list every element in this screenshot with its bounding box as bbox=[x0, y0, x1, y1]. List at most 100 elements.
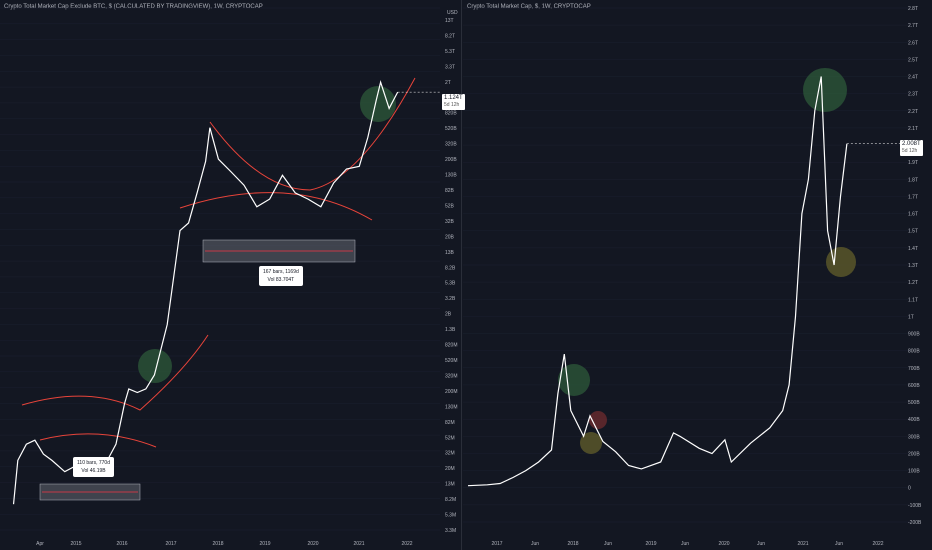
right-y-tick-label: 200B bbox=[908, 451, 920, 457]
left-y-tick-label: 820M bbox=[445, 343, 458, 349]
left-red-arc-1 bbox=[21, 334, 209, 411]
left-y-tick-label: 8.2M bbox=[445, 497, 456, 503]
right-y-tick-label: 2.4T bbox=[908, 75, 918, 81]
right-series-line bbox=[467, 76, 848, 487]
right-x-tick-label: 2018 bbox=[567, 541, 578, 547]
right-highlight-circle-4 bbox=[803, 68, 847, 112]
right-y-tick-label: 1T bbox=[908, 314, 914, 320]
left-y-tick-label: 520B bbox=[445, 126, 457, 132]
right-y-tick-label: 1.2T bbox=[908, 280, 918, 286]
left-y-tick-label: 32B bbox=[445, 219, 455, 225]
right-chart-svg[interactable]: 2.8T2.7T2.6T2.5T2.4T2.3T2.2T2.1T2T1.9T1.… bbox=[463, 0, 932, 550]
right-y-tick-label: 700B bbox=[908, 366, 920, 372]
right-y-tick-label: 800B bbox=[908, 349, 920, 355]
left-x-tick-label: Apr bbox=[36, 541, 44, 547]
left-y-tick-label: 8.2T bbox=[445, 33, 455, 39]
right-y-tick-label: 0 bbox=[908, 486, 911, 492]
left-y-tick-label: 32M bbox=[445, 451, 455, 457]
left-x-tick-label: 2017 bbox=[165, 541, 176, 547]
left-y-tick-label: 820B bbox=[445, 111, 457, 117]
right-y-tick-label: 2.5T bbox=[908, 57, 918, 63]
right-y-tick-label: 100B bbox=[908, 469, 920, 475]
left-y-tick-label: 20B bbox=[445, 234, 455, 240]
right-y-tick-label: 600B bbox=[908, 383, 920, 389]
left-red-arc-2 bbox=[39, 433, 157, 448]
right-y-tick-label: 1.5T bbox=[908, 229, 918, 235]
left-price-countdown: 5d 12h bbox=[444, 102, 460, 108]
left-red-arc-3 bbox=[209, 77, 416, 191]
right-y-tick-label: 2.8T bbox=[908, 6, 918, 12]
left-measure-vol-2: Vol 83.704T bbox=[267, 277, 295, 283]
left-x-tick-label: 2022 bbox=[401, 541, 412, 547]
left-highlight-circle-1 bbox=[138, 349, 172, 383]
right-x-tick-label: Jun bbox=[835, 541, 843, 547]
left-y-tick-label: 5.3T bbox=[445, 49, 455, 55]
left-y-tick-label: 82B bbox=[445, 188, 455, 194]
left-y-tick-label: 3.2B bbox=[445, 296, 456, 302]
left-y-tick-label: 200M bbox=[445, 389, 458, 395]
left-chart-svg[interactable]: USD13T8.2T5.3T3.3T2T1.3T820B520B320B200B… bbox=[0, 0, 462, 550]
left-red-arc-4 bbox=[179, 192, 373, 221]
right-y-tick-label: 2.7T bbox=[908, 23, 918, 29]
left-x-tick-label: 2015 bbox=[70, 541, 81, 547]
left-y-tick-label: 13M bbox=[445, 482, 455, 488]
right-price-tag: 2.008T 5d 12h bbox=[900, 140, 923, 156]
right-y-tick-label: 1.8T bbox=[908, 177, 918, 183]
left-y-tick-label: 5.3M bbox=[445, 513, 456, 519]
right-y-tick-label: 2.1T bbox=[908, 126, 918, 132]
left-y-tick-label: 8.2B bbox=[445, 265, 456, 271]
right-y-tick-label: -200B bbox=[908, 520, 922, 526]
right-x-tick-label: 2019 bbox=[645, 541, 656, 547]
right-y-tick-label: 900B bbox=[908, 332, 920, 338]
left-y-tick-label: 13B bbox=[445, 250, 455, 256]
left-y-tick-label: 13T bbox=[445, 18, 454, 24]
left-chart-panel[interactable]: Crypto Total Market Cap Exclude BTC, $ (… bbox=[0, 0, 465, 550]
right-x-tick-label: 2021 bbox=[797, 541, 808, 547]
left-y-tick-label: 1.3B bbox=[445, 327, 456, 333]
left-measure-bars-2: 167 bars, 1169d bbox=[263, 269, 299, 275]
left-y-tick-label: 5.3B bbox=[445, 281, 456, 287]
right-y-tick-label: 2.6T bbox=[908, 40, 918, 46]
left-y-tick-label: 200B bbox=[445, 157, 457, 163]
right-x-tick-label: Jun bbox=[681, 541, 689, 547]
left-y-tick-label: 52M bbox=[445, 435, 455, 441]
right-y-tick-label: 1.3T bbox=[908, 263, 918, 269]
right-chart-title: Crypto Total Market Cap, $, 1W, CRYPTOCA… bbox=[467, 4, 591, 10]
right-price-countdown: 5d 12h bbox=[902, 148, 918, 154]
right-y-tick-label: 1.6T bbox=[908, 212, 918, 218]
left-y-tick-label: 130B bbox=[445, 173, 457, 179]
right-x-tick-label: 2020 bbox=[718, 541, 729, 547]
left-y-tick-label: 2T bbox=[445, 80, 451, 86]
left-series-line bbox=[12, 80, 399, 505]
left-y-tick-label: 82M bbox=[445, 420, 455, 426]
left-measure-bars-1: 110 bars, 770d bbox=[77, 460, 110, 466]
right-x-tick-label: 2017 bbox=[491, 541, 502, 547]
left-axis-unit: USD bbox=[447, 10, 458, 16]
left-x-tick-label: 2021 bbox=[353, 541, 364, 547]
left-highlight-circle-2 bbox=[360, 86, 396, 122]
left-measure-label-2: 167 bars, 1169d Vol 83.704T bbox=[259, 266, 303, 286]
right-x-tick-label: Jun bbox=[531, 541, 539, 547]
right-chart-panel[interactable]: Crypto Total Market Cap, $, 1W, CRYPTOCA… bbox=[463, 0, 932, 550]
right-x-tick-label: 2022 bbox=[872, 541, 883, 547]
right-y-tick-label: 500B bbox=[908, 400, 920, 406]
left-y-tick-label: 130M bbox=[445, 404, 458, 410]
left-y-tick-label: 320B bbox=[445, 142, 457, 148]
left-price-tag: 1.124T 5d 12h bbox=[442, 94, 465, 110]
left-y-tick-label: 2B bbox=[445, 312, 452, 318]
left-price-value: 1.124T bbox=[444, 95, 463, 101]
right-price-value: 2.008T bbox=[902, 141, 921, 147]
left-y-tick-label: 3.3M bbox=[445, 528, 456, 534]
right-highlight-circle-3 bbox=[589, 411, 607, 429]
left-measure-vol-1: Vol 46.19B bbox=[81, 468, 106, 474]
right-y-tick-label: 2.3T bbox=[908, 92, 918, 98]
right-highlight-circle-2 bbox=[580, 432, 602, 454]
left-x-tick-label: 2018 bbox=[212, 541, 223, 547]
right-y-tick-label: 1.9T bbox=[908, 160, 918, 166]
left-chart-title: Crypto Total Market Cap Exclude BTC, $ (… bbox=[4, 4, 263, 10]
left-y-tick-label: 320M bbox=[445, 373, 458, 379]
right-y-tick-label: 2.2T bbox=[908, 109, 918, 115]
left-y-tick-label: 20M bbox=[445, 466, 455, 472]
left-y-tick-label: 3.3T bbox=[445, 64, 455, 70]
left-x-tick-label: 2020 bbox=[307, 541, 318, 547]
